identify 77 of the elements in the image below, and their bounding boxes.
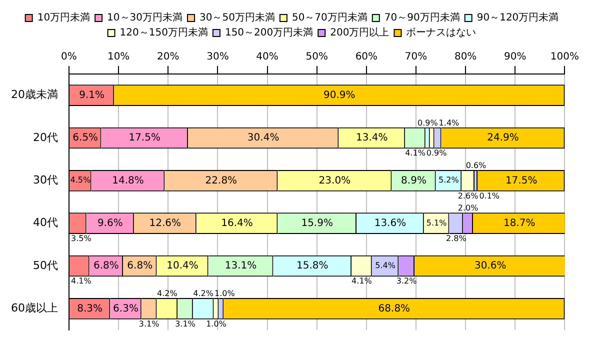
data-label: 17.5% [128, 132, 160, 144]
y-tick-label: 20歳未満 [10, 88, 58, 102]
x-tick-label: 0% [61, 52, 77, 63]
data-label: 1.4% [438, 118, 460, 128]
data-label: 17.5% [505, 175, 538, 186]
y-tick-label: 60歳以上 [10, 302, 58, 315]
data-label: 0.6% [466, 161, 487, 170]
x-tick-label: 10% [107, 52, 130, 63]
data-label: 1.0% [214, 289, 236, 298]
data-label: 6.8% [93, 260, 119, 272]
data-label: 14.8% [112, 175, 144, 186]
data-label: 2.6% [458, 191, 479, 200]
data-label: 30.6% [474, 260, 506, 272]
data-label: 12.6% [149, 218, 182, 229]
y-tick-label: 50代 [32, 258, 58, 272]
data-label: 22.8% [205, 175, 238, 186]
data-label: 9.6% [97, 218, 123, 229]
data-label: 13.6% [374, 218, 406, 229]
data-label: 23.0% [318, 175, 351, 186]
data-label: 18.7% [503, 218, 536, 229]
data-label: 16.4% [221, 218, 253, 229]
data-label: 3.5% [70, 234, 92, 244]
data-label: 15.9% [301, 218, 333, 229]
data-label: 3.1% [175, 319, 196, 328]
data-label: 4.2% [156, 289, 178, 298]
data-label: 5.2% [438, 176, 460, 185]
x-tick-label: 100% [550, 52, 579, 63]
data-label: 4.1% [70, 276, 92, 286]
data-label: 5.1% [426, 218, 448, 228]
data-label: 90.9% [324, 90, 356, 101]
data-label: 5.4% [375, 261, 396, 270]
legend-label: 120～150万円未満 [120, 26, 208, 39]
data-label: 4.1% [352, 276, 372, 286]
data-label: 4.5% [70, 176, 91, 185]
data-label: 8.3% [77, 303, 103, 314]
legend-label: 30～50万円未満 [200, 12, 275, 24]
legend-label: 70～90万円未満 [384, 12, 460, 24]
x-tick-label: 80% [454, 52, 477, 63]
data-label: 1.0% [206, 319, 227, 328]
y-tick-label: 30代 [32, 174, 58, 187]
x-tick-label: 90% [504, 52, 526, 63]
legend-label: 150～200万円未満 [224, 26, 314, 39]
legend-label: 10万円未満 [37, 12, 90, 24]
data-label: 3.2% [396, 276, 418, 286]
data-label: 9.1% [79, 90, 105, 101]
data-label: 4.2% [193, 289, 214, 298]
data-label: 6.3% [113, 303, 138, 314]
legend-label: ボーナスはない [406, 28, 476, 39]
x-tick-label: 70% [404, 52, 428, 63]
data-label: 8.9% [401, 175, 426, 186]
data-label: 0.9% [426, 148, 448, 158]
x-tick-label: 50% [306, 52, 328, 63]
data-label: 30.4% [247, 132, 280, 144]
data-label: 0.1% [479, 191, 500, 200]
data-label: 13.1% [224, 260, 257, 272]
data-label: 6.8% [127, 260, 153, 272]
legend-label: 200万円以上 [330, 26, 390, 39]
data-label: 10.4% [166, 260, 198, 272]
data-label: 6.5% [72, 132, 98, 144]
x-tick-label: 40% [256, 52, 278, 63]
x-tick-label: 20% [157, 52, 180, 63]
data-label: 0.9% [417, 118, 438, 128]
data-label: 13.4% [356, 132, 388, 144]
x-tick-label: 30% [206, 52, 229, 63]
data-label: 2.0% [458, 204, 479, 213]
legend-label: 10～30万円未満 [107, 12, 183, 24]
legend-label: 90～120万円未満 [476, 12, 559, 24]
data-label: 15.8% [296, 260, 328, 272]
y-tick-label: 20代 [32, 130, 58, 144]
legend-label: 50～70万円未満 [292, 12, 368, 24]
data-label: 68.8% [378, 303, 410, 314]
data-label: 4.1% [405, 148, 426, 158]
x-tick-label: 60% [355, 52, 378, 63]
data-label: 24.9% [487, 132, 519, 144]
data-label: 3.1% [138, 319, 160, 328]
data-label: 2.8% [446, 234, 467, 244]
y-tick-label: 40代 [32, 216, 58, 230]
